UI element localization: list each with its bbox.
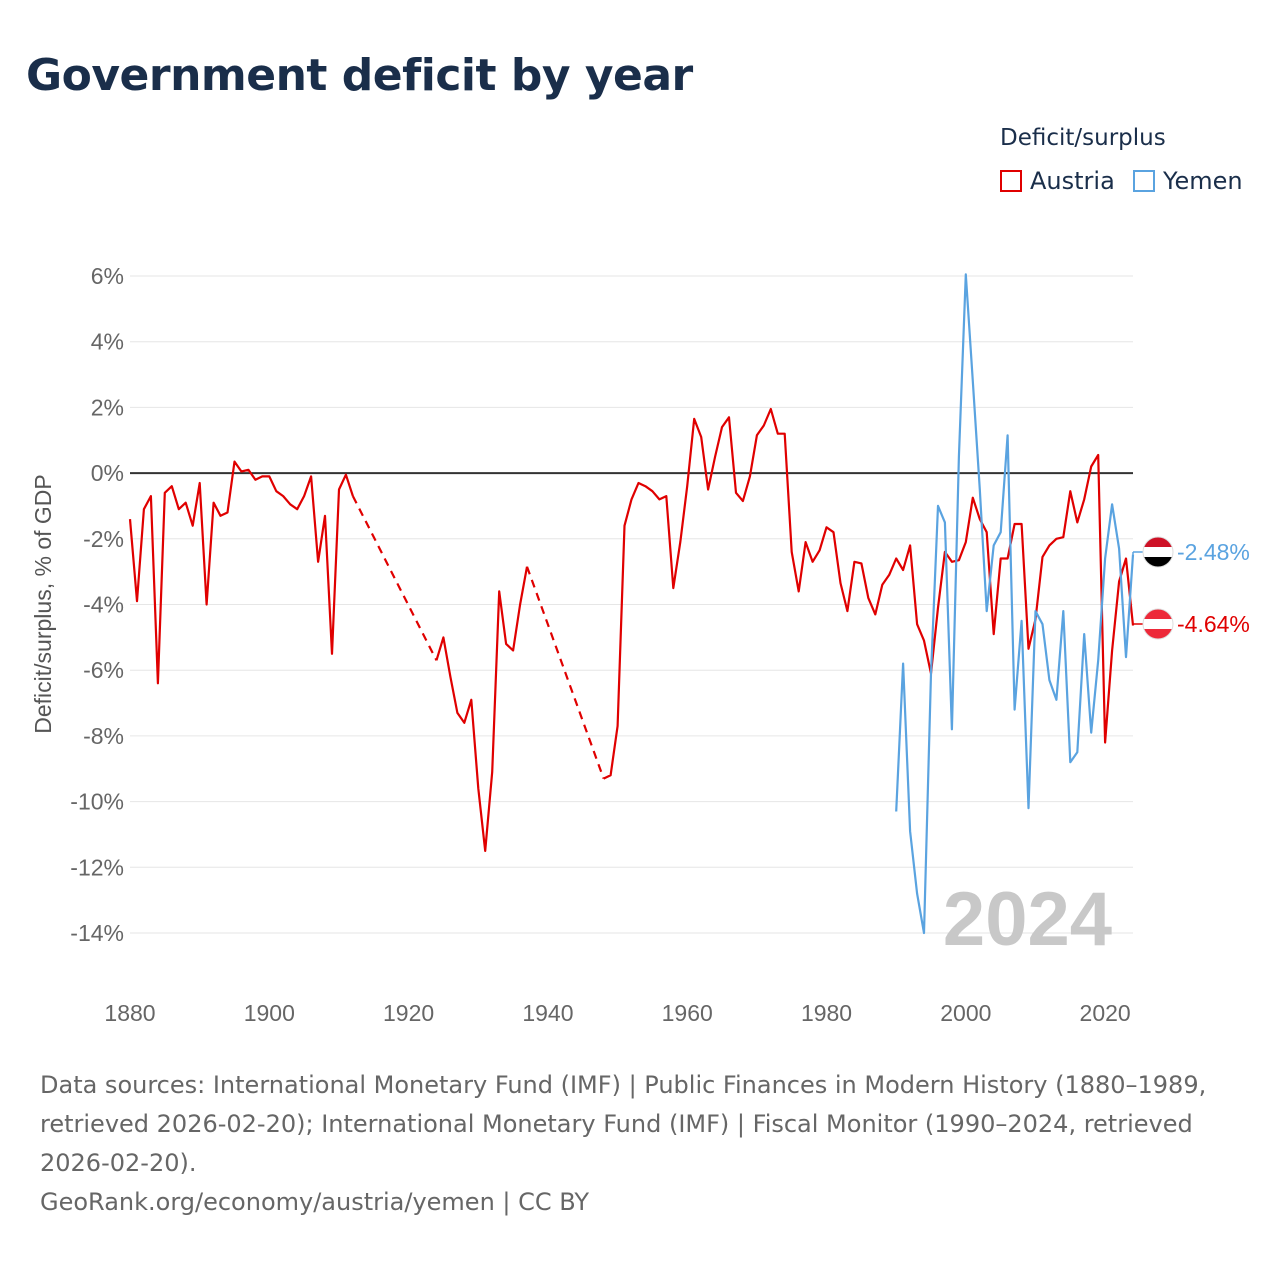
footer: Data sources: International Monetary Fun… (40, 1066, 1240, 1222)
y-tick-label: -8% (83, 723, 124, 749)
y-tick-label: -2% (83, 526, 124, 552)
series-gap-austria (525, 566, 605, 779)
series-line-yemen (895, 273, 1135, 935)
y-tick-label: 4% (91, 329, 124, 355)
series-yemen (895, 273, 1135, 935)
x-tick-label: 1880 (104, 1000, 155, 1026)
yemen-end-label: -2.48% (1177, 539, 1250, 565)
series-line-austria (128, 460, 354, 685)
y-axis-label: Deficit/surplus, % of GDP (30, 474, 56, 733)
series-line-austria (603, 407, 1135, 780)
austria-flag-icon (1142, 608, 1174, 640)
year-watermark: 2024 (943, 877, 1112, 962)
series-lines (128, 273, 1135, 935)
yemen-flag-icon (1142, 536, 1174, 568)
legend-item-austria[interactable]: Austria (1000, 166, 1115, 196)
y-tick-label: 0% (91, 460, 124, 486)
x-tick-label: 2020 (1080, 1000, 1131, 1026)
y-tick-label: -10% (70, 789, 124, 815)
x-tick-label: 1900 (244, 1000, 295, 1026)
y-tick-label: -6% (83, 657, 124, 683)
credit-link[interactable]: GeoRank.org/economy/austria/yemen | CC B… (40, 1188, 590, 1216)
legend-label-austria: Austria (1030, 167, 1115, 195)
x-tick-label: 1920 (383, 1000, 434, 1026)
x-tick-label: 1980 (801, 1000, 852, 1026)
chart-title: Government deficit by year (26, 50, 693, 101)
y-tick-label: 6% (91, 263, 124, 289)
legend-swatch-yemen (1133, 170, 1155, 192)
series-line-austria (435, 566, 529, 853)
y-tick-label: 2% (91, 394, 124, 420)
y-tick-label: -14% (70, 920, 124, 946)
end-markers: -2.48% -4.64% (1133, 536, 1250, 640)
series-gap-austria (351, 495, 438, 661)
x-tick-label: 1940 (522, 1000, 573, 1026)
legend-label-yemen: Yemen (1163, 167, 1243, 195)
line-chart: 2024 6% 4% 2% 0% -2% -4% -6% -8% -10% -12% -14% 188… (30, 263, 1250, 1026)
x-tick-label: 1960 (662, 1000, 713, 1026)
legend-title: Deficit/surplus (1000, 125, 1166, 151)
grid-lines (130, 275, 1133, 934)
legend-swatch-austria (1000, 170, 1022, 192)
series-austria (128, 407, 1135, 853)
y-tick-label: -4% (83, 592, 124, 618)
x-tick-label: 2000 (940, 1000, 991, 1026)
data-sources: Data sources: International Monetary Fun… (40, 1071, 1207, 1177)
y-tick-label: -12% (70, 854, 124, 880)
austria-end-label: -4.64% (1177, 611, 1250, 637)
legend-item-yemen[interactable]: Yemen (1133, 166, 1243, 196)
axis-ticks: 6% 4% 2% 0% -2% -4% -6% -8% -10% -12% -14% 1880 1900… (70, 263, 1130, 1026)
